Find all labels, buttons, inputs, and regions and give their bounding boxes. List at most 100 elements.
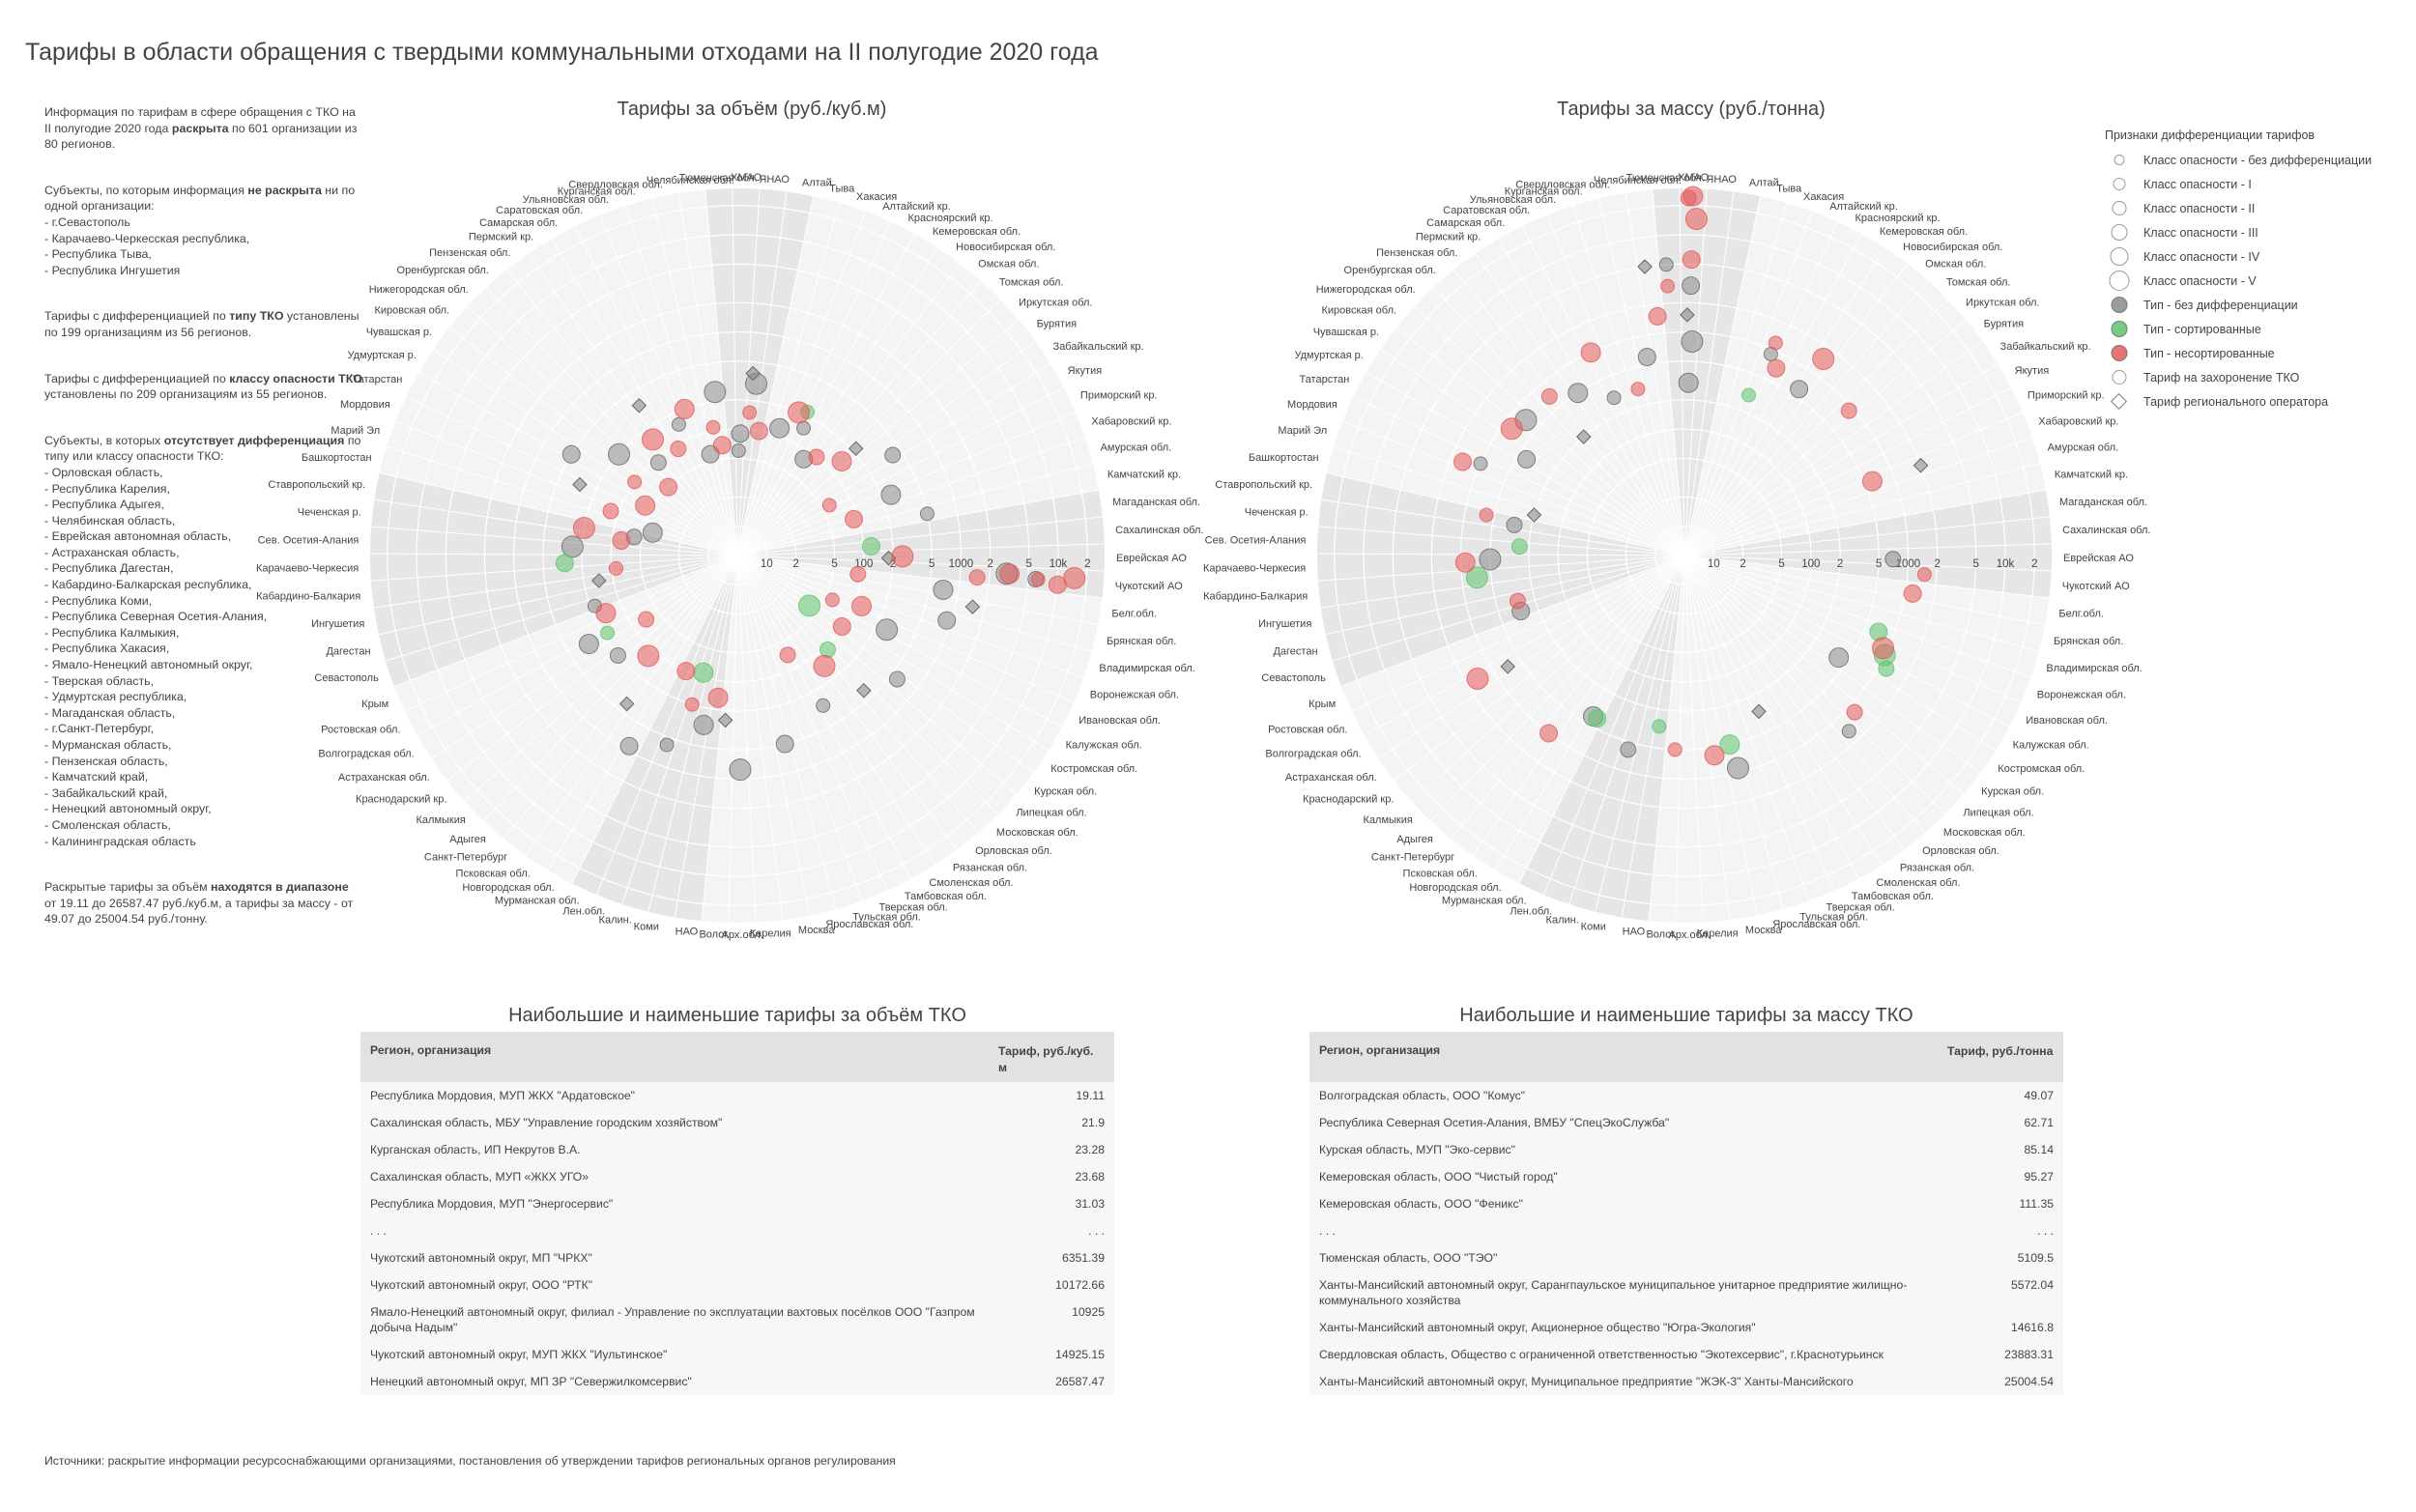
region-label: Белг.обл. xyxy=(1111,609,1157,620)
grid-spoke xyxy=(1321,499,1685,556)
data-point xyxy=(712,436,732,455)
column-header[interactable]: Тариф, руб./тонна xyxy=(1947,1044,2054,1058)
region-label: Томская обл. xyxy=(999,277,1064,289)
grid-circle xyxy=(445,263,1030,848)
data-point xyxy=(693,714,714,735)
region-label: Крым xyxy=(1309,699,1336,710)
legend-item[interactable]: Тариф на захоронение ТКО xyxy=(2105,365,2414,389)
grid-spoke xyxy=(1675,555,1685,923)
data-point xyxy=(891,545,914,568)
data-point xyxy=(824,592,840,608)
region-label: Пермский кр. xyxy=(1416,231,1481,242)
data-point-diamond xyxy=(631,397,647,414)
grid-circle xyxy=(483,301,992,810)
legend-item[interactable]: Класс опасности - V xyxy=(2105,269,2414,293)
region-list-item: - г.Севастополь xyxy=(44,214,130,229)
region-label: Алтай xyxy=(1749,178,1779,189)
grid-spoke xyxy=(736,555,935,866)
region-label: Самарская обл. xyxy=(479,217,558,229)
grid-spoke xyxy=(1351,555,1685,712)
grid-spoke xyxy=(1683,191,1735,556)
grid-spoke xyxy=(621,555,738,904)
column-header[interactable]: Регион, организация xyxy=(1319,1043,1441,1057)
data-point xyxy=(670,441,687,458)
region-label: Свердловская обл. xyxy=(1515,180,1610,191)
org-cell: Чукотский автономный округ, ООО "РТК" xyxy=(370,1278,593,1292)
region-label: Псковская обл. xyxy=(456,868,531,879)
legend-item[interactable]: Класс опасности - III xyxy=(2105,220,2414,244)
grid-spoke xyxy=(433,349,738,556)
legend-item[interactable]: Класс опасности - без дифференциации xyxy=(2105,148,2414,172)
region-label: Ингушетия xyxy=(1258,618,1311,630)
legend-item[interactable]: Тип - несортированные xyxy=(2105,341,2414,365)
region-list-item: - Пензенская область, xyxy=(44,754,168,768)
column-header[interactable]: Тариф, руб./куб. м xyxy=(998,1044,1094,1074)
legend-item[interactable]: Класс опасности - IV xyxy=(2105,244,2414,269)
legend-item[interactable]: Тариф регионального оператора xyxy=(2105,389,2414,414)
data-point xyxy=(1884,551,1902,568)
region-label: Волгоградская обл. xyxy=(1265,749,1361,760)
region-label: Адыгея xyxy=(1396,834,1433,845)
data-point xyxy=(704,381,727,404)
region-list-item: - Республика Хакасия, xyxy=(44,642,170,656)
grid-spoke xyxy=(1414,306,1685,556)
data-point xyxy=(1667,742,1683,757)
grid-spoke xyxy=(1683,555,1883,866)
region-label: Ульяновская обл. xyxy=(1470,194,1556,206)
data-point-diamond xyxy=(591,573,607,588)
legend-item[interactable]: Класс опасности - II xyxy=(2105,196,2414,220)
radial-tick-label: 100 xyxy=(1801,558,1820,570)
grid-spoke xyxy=(736,555,979,834)
region-label: Калин. xyxy=(599,914,632,926)
grid-spoke xyxy=(736,463,1093,556)
radial-tick-label: 1000 xyxy=(949,558,974,570)
grid-spoke xyxy=(395,420,738,556)
grid-spoke xyxy=(736,340,1036,556)
tariff-cell: 10172.66 xyxy=(1055,1278,1105,1292)
grid-spoke xyxy=(506,269,738,556)
region-label: Красноярский кр. xyxy=(908,213,993,224)
data-point xyxy=(1063,566,1086,589)
grid-spoke xyxy=(736,221,891,556)
data-point xyxy=(1682,276,1701,296)
data-point xyxy=(1828,647,1850,669)
circle-icon xyxy=(2112,201,2127,215)
region-label: Алтайский кр. xyxy=(882,201,951,213)
column-header[interactable]: Регион, организация xyxy=(370,1043,492,1057)
data-point xyxy=(561,535,584,558)
data-point xyxy=(884,446,902,464)
data-point xyxy=(1872,637,1895,660)
grid-spoke xyxy=(736,555,912,879)
region-label: Воронежская обл. xyxy=(2037,689,2126,700)
region-label: Сев. Осетия-Алания xyxy=(258,535,360,547)
region-label: Башкортостан xyxy=(1249,452,1319,464)
polar-chart-mass[interactable]: 10 2 5 100 2 5 1000 2 5 10k 2 Тюменская обл.ХМАОЯНА… xyxy=(1203,121,2150,990)
legend-item[interactable]: Класс опасности - I xyxy=(2105,172,2414,196)
radial-tick-label: 2 xyxy=(1935,558,1941,570)
region-label: Амурская обл. xyxy=(2048,442,2119,454)
region-label: Еврейская АО xyxy=(2063,553,2134,564)
radial-tick-label: 5 xyxy=(831,558,837,570)
data-point xyxy=(684,697,700,712)
region-label: Приморский кр. xyxy=(2028,390,2105,402)
grid-spoke xyxy=(1378,555,1685,759)
circle-icon xyxy=(2113,178,2126,190)
grid-spoke xyxy=(1683,202,1788,556)
region-list-item: - Калининградская область xyxy=(44,834,196,848)
data-point xyxy=(813,654,836,677)
region-label: Сев. Осетия-Алания xyxy=(1205,535,1307,547)
legend-item[interactable]: Тип - без дифференциации xyxy=(2105,293,2414,317)
grid-spoke xyxy=(379,472,738,556)
data-point xyxy=(659,477,678,497)
grid-spoke xyxy=(448,327,738,556)
legend-label: Тип - сортированные xyxy=(2143,322,2261,336)
chart-title-volume: Тарифы за объём (руб./куб.м) xyxy=(617,99,887,120)
grid-circle xyxy=(1557,428,1812,683)
data-point xyxy=(1509,592,1526,610)
grid-spoke xyxy=(1683,221,1838,556)
data-point xyxy=(1606,390,1622,406)
legend-item[interactable]: Тип - сортированные xyxy=(2105,317,2414,341)
region-label: Новосибирская обл. xyxy=(1903,242,2002,253)
region-label: Бурятия xyxy=(1037,319,1077,330)
